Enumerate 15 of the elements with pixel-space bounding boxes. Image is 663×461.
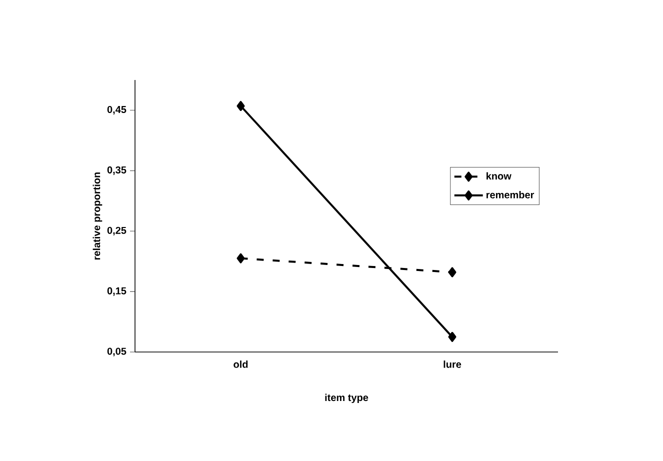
y-tick-label: 0,45 (107, 106, 126, 114)
x-axis-title: item type (325, 394, 368, 404)
y-tick-label: 0,05 (107, 348, 126, 356)
y-tick-label: 0,15 (107, 287, 126, 296)
point (236, 253, 245, 264)
point (236, 100, 245, 111)
y-axis-title: relative proportion (92, 172, 102, 260)
y-tick-label: 0,35 (107, 166, 126, 175)
point (448, 332, 456, 342)
x-tick-label: old (234, 360, 248, 368)
point (448, 267, 456, 278)
legend-label: remember (486, 191, 534, 198)
legend-label: know (486, 172, 512, 180)
x-tick-label: lure (444, 360, 462, 368)
y-tick-label: 0,25 (107, 226, 126, 236)
